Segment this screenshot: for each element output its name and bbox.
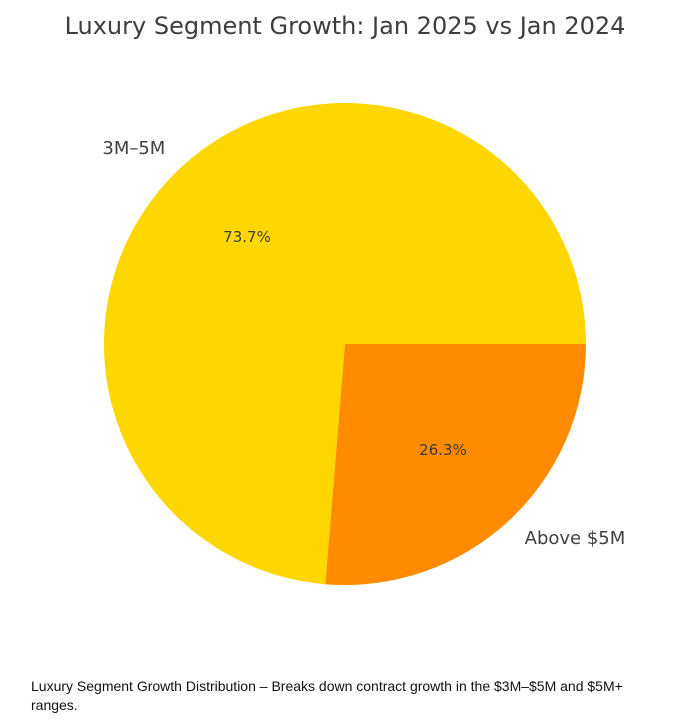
slice-label-1: Above $5M (525, 528, 626, 549)
pie-slice-0 (104, 102, 586, 585)
pct-label-1: 26.3% (419, 441, 467, 459)
pie-slice-1 (325, 344, 587, 585)
figure-caption: Luxury Segment Growth Distribution – Bre… (31, 678, 623, 713)
slice-label-0: 3M–5M (102, 138, 165, 159)
pie-labels: 3M–5M 73.7% Above $5M 26.3% (102, 138, 625, 549)
pie-slices (104, 102, 587, 585)
pie-chart: Luxury Segment Growth: Jan 2025 vs Jan 2… (65, 12, 626, 585)
chart-title: Luxury Segment Growth: Jan 2025 vs Jan 2… (65, 12, 626, 40)
pct-label-0: 73.7% (223, 228, 271, 246)
